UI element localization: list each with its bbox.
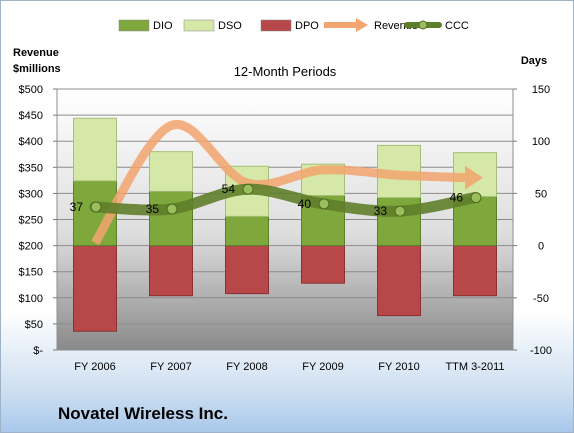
company-name: Novatel Wireless Inc. <box>58 404 228 423</box>
y-left-tick-label: $250 <box>19 215 43 227</box>
ccc-point <box>470 192 482 204</box>
bar-dpo <box>225 245 269 295</box>
x-tick-label: FY 2008 <box>226 361 267 373</box>
bar-dpo <box>301 245 345 284</box>
x-tick-label: FY 2007 <box>150 361 191 373</box>
ccc-point <box>90 201 102 213</box>
y-right-tick-label: -100 <box>530 345 552 357</box>
ccc-line <box>89 183 481 217</box>
y-left-tick-label: $100 <box>19 293 43 305</box>
y-left-tick-label: $350 <box>19 162 43 174</box>
y-right-tick-label: 50 <box>535 188 547 200</box>
y-left-tick-label: $500 <box>19 84 43 96</box>
y-left-label-unit: $millions <box>13 63 61 75</box>
legend-marker <box>418 20 428 30</box>
y-left-tick-label: $450 <box>19 110 43 122</box>
bar-dio <box>149 190 193 247</box>
ccc-data-label: 54 <box>222 182 236 196</box>
y-right-tick-label: 100 <box>532 136 550 148</box>
x-tick-label: TTM 3-2011 <box>445 361 504 373</box>
ccc-data-label: 46 <box>450 191 464 205</box>
ccc-data-label: 33 <box>374 204 388 218</box>
bar-dpo <box>73 245 117 332</box>
bar-dio <box>225 215 269 247</box>
bar-dso <box>73 117 117 182</box>
ccc-data-label: 35 <box>146 202 160 216</box>
ccc-point <box>318 198 330 210</box>
y-right-label: Days <box>521 55 547 67</box>
chart-title: 12-Month Periods <box>234 64 337 79</box>
bar-dpo <box>149 245 193 297</box>
legend-swatch <box>118 19 150 32</box>
legend-label: DIO <box>153 20 173 32</box>
ccc-point <box>242 183 254 195</box>
y-right-tick-label: 150 <box>532 84 550 96</box>
legend-label: DPO <box>295 20 319 32</box>
ccc-point <box>166 203 178 215</box>
bar-dpo <box>377 245 421 317</box>
bar-dpo <box>453 245 497 297</box>
y-left-label: Revenue <box>13 47 59 59</box>
y-left-tick-label: $50 <box>25 319 43 331</box>
legend-swatch <box>260 19 292 32</box>
revenue-arrowhead <box>465 165 483 190</box>
legend-label: DSO <box>218 20 242 32</box>
ccc-point <box>394 205 406 217</box>
y-left-tick-label: $150 <box>19 267 43 279</box>
y-left-tick-label: $200 <box>19 241 43 253</box>
y-left-tick-label: $- <box>33 345 43 357</box>
y-left-tick-label: $300 <box>19 188 43 200</box>
x-tick-label: FY 2009 <box>302 361 343 373</box>
x-tick-label: FY 2010 <box>378 361 419 373</box>
x-tick-label: FY 2006 <box>74 361 115 373</box>
y-left-tick-label: $400 <box>19 136 43 148</box>
ccc-data-label: 40 <box>298 197 312 211</box>
y-right-tick-label: -50 <box>533 293 549 305</box>
legend-swatch <box>183 19 215 32</box>
bar-dso <box>149 151 193 192</box>
ccc-data-label: 37 <box>70 200 84 214</box>
legend-arrowhead <box>356 18 368 32</box>
y-right-tick-label: 0 <box>538 241 544 253</box>
legend-label: CCC <box>445 20 469 32</box>
